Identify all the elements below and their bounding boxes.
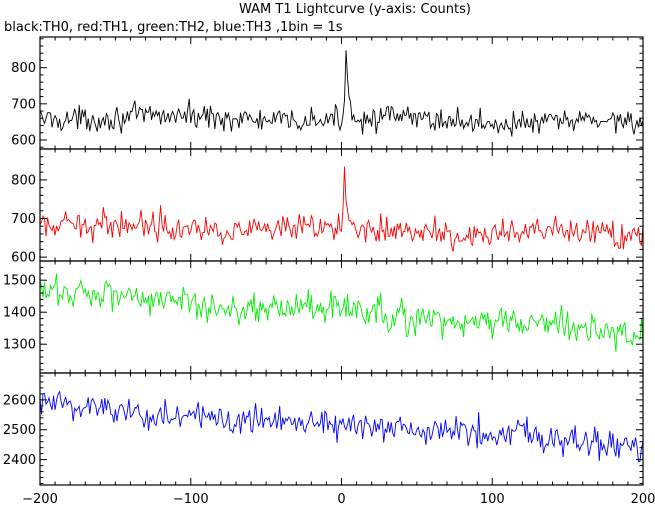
x-tick-label: 100 xyxy=(480,492,505,505)
panels: 600 700 800 600 700 800 1300 1400 1500 2400 2500 26… xyxy=(3,36,655,505)
chart-subtitle: black:TH0, red:TH1, green:TH2, blue:TH3 … xyxy=(4,20,343,35)
panel-TH3: 2400 2500 2600 −200 −100 0 100 200 xyxy=(3,372,655,505)
y-tick-label: 2400 xyxy=(3,453,36,468)
y-tick-label: 1300 xyxy=(3,338,36,353)
y-tick-label: 600 xyxy=(11,133,36,148)
panel-frame-TH1 xyxy=(39,148,644,262)
y-tick-label: 800 xyxy=(11,173,36,188)
series-line-TH1 xyxy=(39,166,644,252)
y-tick-label: 1400 xyxy=(3,306,36,321)
y-tick-label: 800 xyxy=(11,61,36,76)
x-tick-label: −100 xyxy=(173,492,209,505)
y-tick-label: 1500 xyxy=(3,274,36,289)
panel-frame-TH0 xyxy=(39,36,644,150)
panel-TH2: 1300 1400 1500 xyxy=(3,260,644,374)
x-tick-label: −200 xyxy=(22,492,58,505)
series-line-TH2 xyxy=(39,273,644,352)
y-tick-label: 600 xyxy=(11,251,36,266)
panel-frame-TH2 xyxy=(39,260,644,374)
y-tick-label: 2600 xyxy=(3,393,36,408)
series-line-TH3 xyxy=(39,390,644,462)
panel-TH0: 600 700 800 xyxy=(11,36,644,150)
y-tick-label: 700 xyxy=(11,212,36,227)
y-tick-label: 700 xyxy=(11,97,36,112)
panel-frame-TH3 xyxy=(39,372,644,486)
x-tick-label: 0 xyxy=(337,492,345,505)
chart-title: WAM T1 Lightcurve (y-axis: Counts) xyxy=(239,2,471,17)
x-tick-label: 200 xyxy=(631,492,655,505)
series-line-TH0 xyxy=(39,50,644,137)
y-tick-label: 2500 xyxy=(3,423,36,438)
panel-TH1: 600 700 800 xyxy=(11,148,644,266)
